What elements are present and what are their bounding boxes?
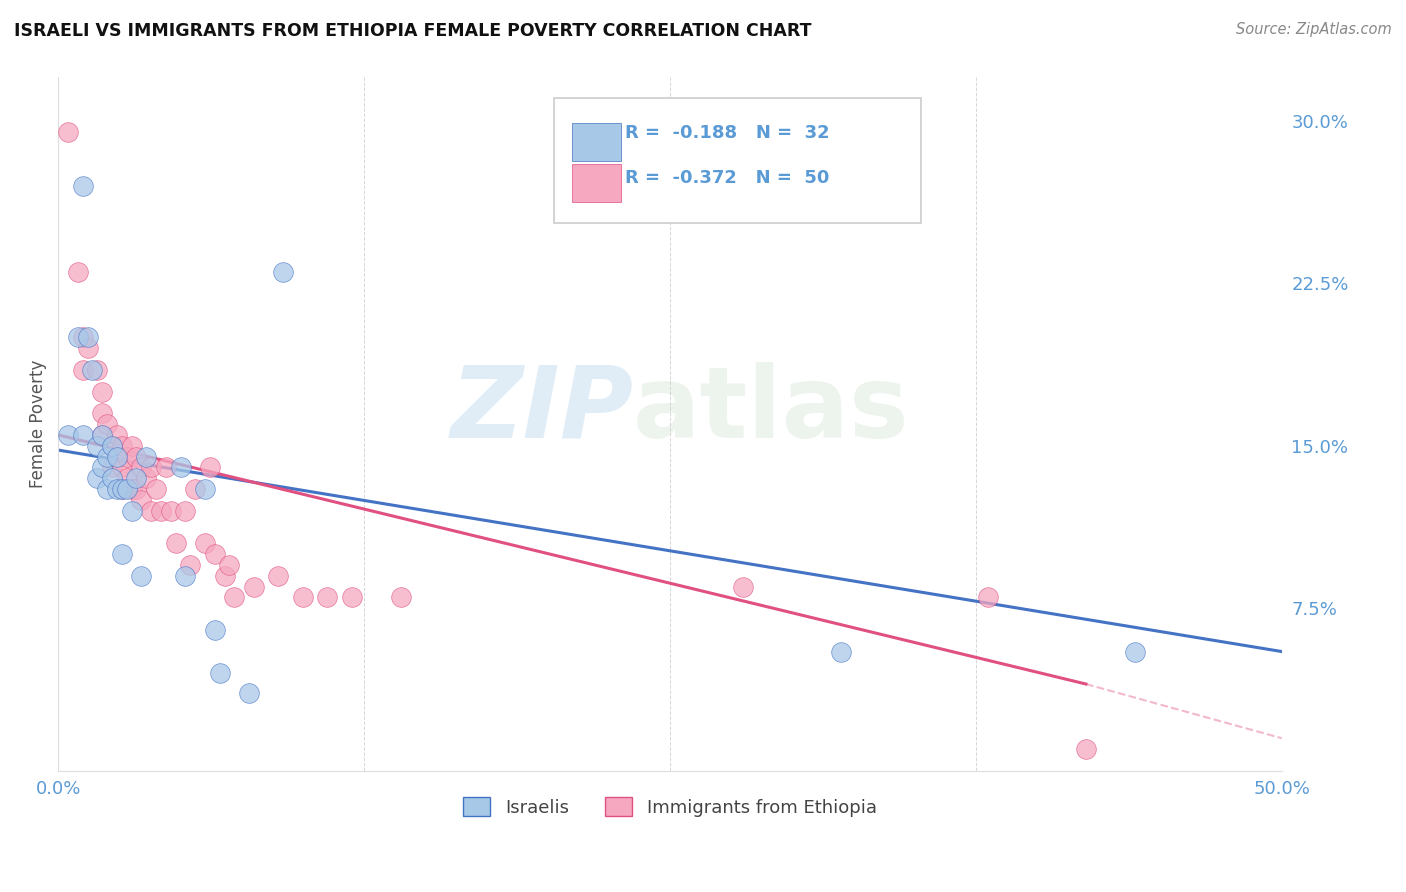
Point	[121, 439, 143, 453]
Text: R =  -0.372   N =  50: R = -0.372 N = 50	[624, 169, 830, 187]
Point	[125, 471, 148, 485]
Point	[101, 471, 124, 485]
Point	[111, 547, 134, 561]
Point	[208, 666, 231, 681]
Point	[91, 428, 114, 442]
Point	[141, 460, 163, 475]
Point	[169, 460, 191, 475]
Point	[72, 428, 94, 442]
Point	[174, 568, 197, 582]
Point	[91, 428, 114, 442]
Point	[111, 482, 134, 496]
Point	[125, 482, 148, 496]
Point	[135, 450, 157, 464]
Point	[72, 178, 94, 193]
Point	[66, 330, 89, 344]
Point	[184, 482, 207, 496]
Point	[165, 536, 187, 550]
Point	[316, 591, 339, 605]
Point	[111, 460, 134, 475]
Point	[96, 482, 118, 496]
Point	[204, 547, 226, 561]
Point	[214, 568, 236, 582]
Y-axis label: Female Poverty: Female Poverty	[30, 359, 46, 488]
Point	[115, 450, 138, 464]
Point	[238, 686, 260, 700]
Point	[174, 504, 197, 518]
Point	[101, 460, 124, 475]
Text: ZIP: ZIP	[450, 361, 633, 458]
Point	[76, 341, 98, 355]
Point	[121, 482, 143, 496]
Point	[86, 471, 108, 485]
Point	[91, 406, 114, 420]
Point	[91, 384, 114, 399]
FancyBboxPatch shape	[572, 164, 621, 202]
Text: R =  -0.188   N =  32: R = -0.188 N = 32	[624, 124, 830, 142]
Point	[131, 460, 153, 475]
Point	[131, 492, 153, 507]
Point	[733, 580, 755, 594]
Point	[125, 450, 148, 464]
Point	[977, 591, 1000, 605]
Text: ISRAELI VS IMMIGRANTS FROM ETHIOPIA FEMALE POVERTY CORRELATION CHART: ISRAELI VS IMMIGRANTS FROM ETHIOPIA FEMA…	[14, 22, 811, 40]
Point	[56, 428, 79, 442]
Point	[1074, 742, 1097, 756]
Text: atlas: atlas	[633, 361, 910, 458]
Point	[389, 591, 412, 605]
Point	[105, 450, 128, 464]
Point	[91, 460, 114, 475]
Point	[111, 439, 134, 453]
Point	[1123, 644, 1146, 658]
Point	[121, 504, 143, 518]
Point	[101, 439, 124, 453]
Point	[105, 428, 128, 442]
Point	[218, 558, 240, 572]
Point	[224, 591, 246, 605]
Point	[243, 580, 266, 594]
Point	[76, 330, 98, 344]
Point	[271, 265, 294, 279]
Point	[198, 460, 221, 475]
Point	[72, 363, 94, 377]
Point	[159, 504, 181, 518]
Point	[56, 125, 79, 139]
Point	[149, 504, 172, 518]
Point	[155, 460, 177, 475]
Legend: Israelis, Immigrants from Ethiopia: Israelis, Immigrants from Ethiopia	[456, 790, 884, 824]
Point	[830, 644, 852, 658]
Point	[141, 504, 163, 518]
Text: Source: ZipAtlas.com: Source: ZipAtlas.com	[1236, 22, 1392, 37]
Point	[86, 363, 108, 377]
Point	[179, 558, 201, 572]
Point	[105, 482, 128, 496]
Point	[194, 536, 217, 550]
Point	[115, 471, 138, 485]
Point	[291, 591, 314, 605]
Point	[82, 363, 104, 377]
Point	[267, 568, 290, 582]
Point	[101, 439, 124, 453]
Point	[135, 471, 157, 485]
FancyBboxPatch shape	[554, 98, 921, 223]
Point	[115, 482, 138, 496]
Point	[145, 482, 167, 496]
Point	[96, 417, 118, 431]
Point	[66, 265, 89, 279]
Point	[131, 568, 153, 582]
Point	[204, 623, 226, 637]
Point	[194, 482, 217, 496]
Point	[96, 450, 118, 464]
Point	[86, 439, 108, 453]
Point	[111, 482, 134, 496]
FancyBboxPatch shape	[572, 122, 621, 161]
Point	[340, 591, 363, 605]
Point	[72, 330, 94, 344]
